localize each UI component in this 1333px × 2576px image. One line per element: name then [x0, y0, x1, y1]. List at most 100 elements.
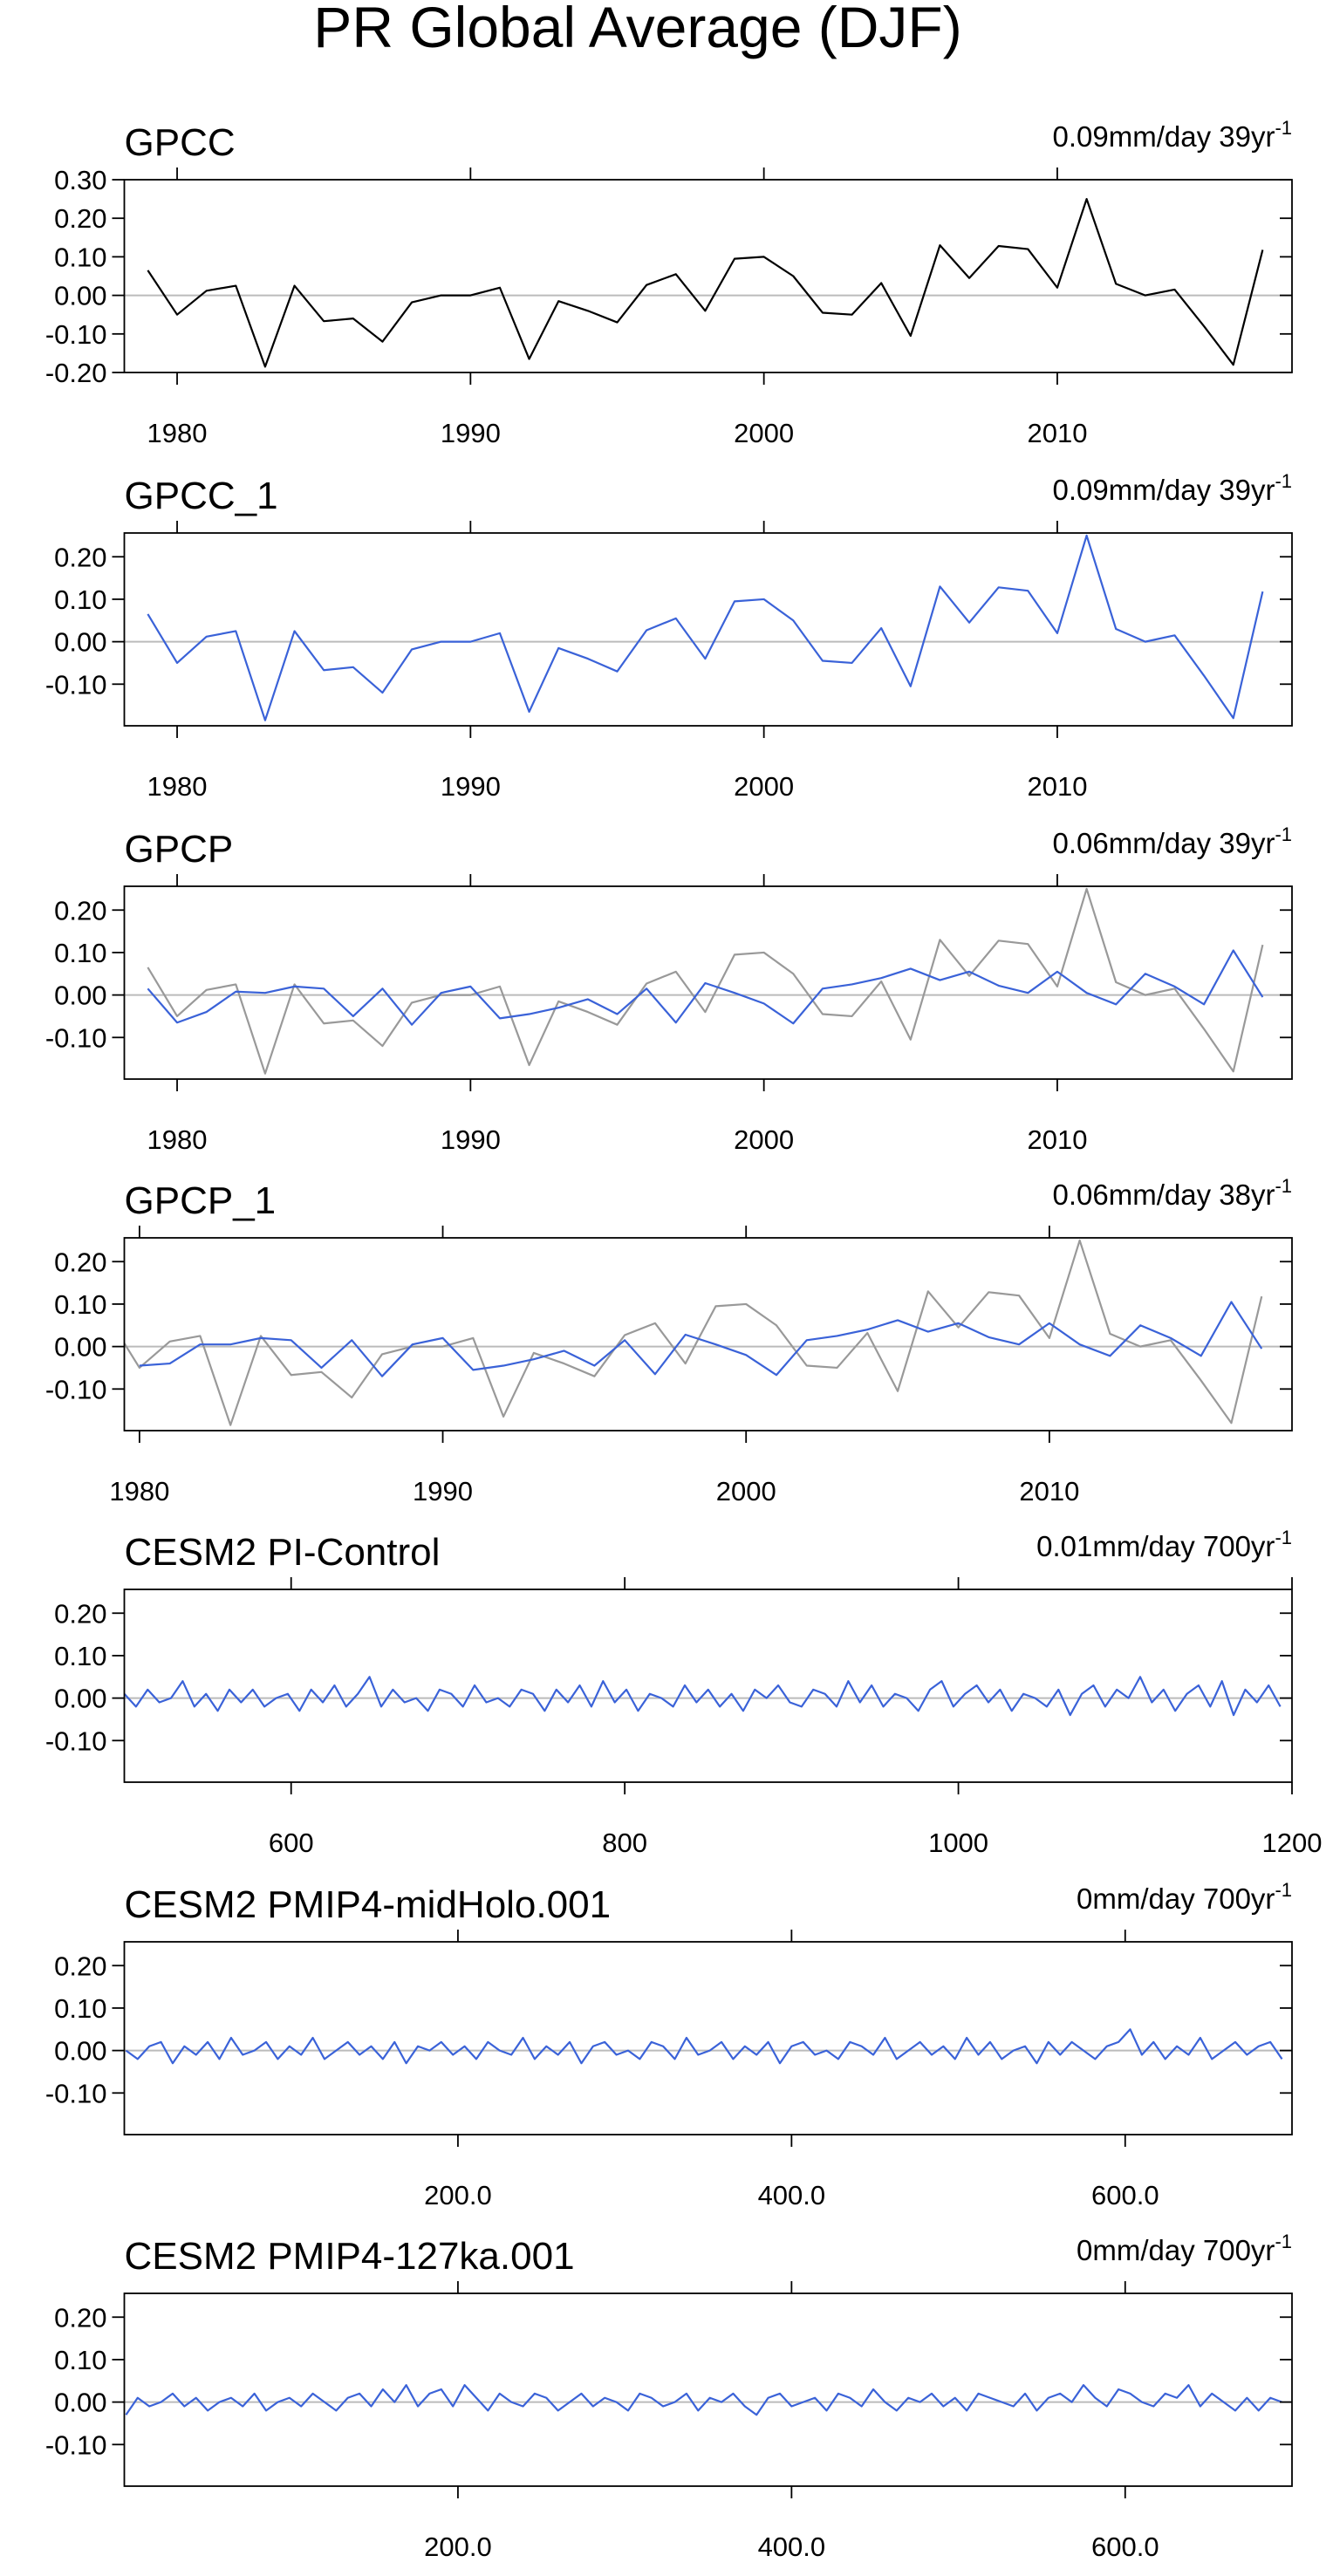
y-tick-label: -0.10 [45, 1022, 107, 1053]
y-tick-label: 0.20 [54, 2302, 106, 2333]
y-tick-label: 0.10 [54, 1993, 106, 2024]
trend-text: 0mm/day 700yr [1077, 2234, 1275, 2266]
y-tick-label: -0.10 [45, 1374, 107, 1404]
panel: GPCP 0.06mm/day 39yr-1 0.20 0.10 0.00 -0.10 19… [45, 823, 1293, 1155]
trend-superscript: -1 [1275, 823, 1292, 845]
x-tick-label: 600 [269, 1828, 314, 1858]
x-tick-label: 1990 [441, 1124, 501, 1155]
x-tick-label: 600.0 [1091, 2180, 1159, 2210]
y-tick-label: -0.10 [45, 669, 107, 700]
trend-superscript: -1 [1275, 1527, 1292, 1548]
panel-title: GPCP [125, 828, 234, 871]
panel: GPCP_1 0.06mm/day 38yr-1 0.20 0.10 0.00 -0.10… [45, 1175, 1293, 1507]
y-tick-label: 0.20 [54, 895, 106, 926]
panel-title: CESM2 PMIP4-midHolo.001 [125, 1883, 612, 1926]
y-tick-label: -0.20 [45, 358, 107, 388]
panel: CESM2 PI-Control 0.01mm/day 700yr-1 0.20 0.… [45, 1527, 1323, 1858]
x-tick-label: 1980 [147, 418, 208, 448]
data-line [147, 949, 1264, 1026]
x-tick-label: 2000 [734, 771, 794, 802]
x-tick-label: 2010 [1027, 1124, 1087, 1155]
data-line [125, 2028, 1283, 2065]
y-tick-label: 0.10 [54, 2345, 106, 2375]
trend-label: 0.09mm/day 39yr-1 [1052, 470, 1292, 506]
chart-title: PR Global Average (DJF) [313, 0, 961, 59]
y-tick-label: 0.20 [54, 1951, 106, 1981]
trend-superscript: -1 [1275, 470, 1292, 492]
x-tick-label: 1200 [1262, 1828, 1323, 1858]
panel: GPCC 0.09mm/day 39yr-1 0.30 0.20 0.10 0.00 -0.… [45, 117, 1293, 448]
x-tick-label: 600.0 [1091, 2532, 1159, 2562]
y-tick-label: 0.00 [54, 2036, 106, 2067]
y-tick-label: 0.00 [54, 281, 106, 311]
panel-title: GPCP_1 [125, 1179, 277, 1222]
trend-text: 0.09mm/day 39yr [1052, 474, 1275, 506]
x-tick-label: 200.0 [424, 2180, 492, 2210]
data-line [125, 2384, 1282, 2416]
y-tick-label: 0.00 [54, 2388, 106, 2418]
plot-frame [123, 1589, 1293, 1783]
y-tick-label: -0.10 [45, 319, 107, 350]
y-tick-label: 0.30 [54, 165, 106, 195]
trend-label: 0.06mm/day 39yr-1 [1052, 823, 1292, 859]
x-tick-label: 2000 [716, 1476, 776, 1507]
x-tick-label: 2010 [1027, 771, 1087, 802]
x-tick-label: 400.0 [758, 2532, 826, 2562]
trend-text: 0.06mm/day 38yr [1052, 1179, 1275, 1211]
y-tick-label: 0.00 [54, 627, 106, 658]
plot-frame [123, 885, 1293, 1080]
panel-title: CESM2 PMIP4-127ka.001 [125, 2235, 575, 2278]
panel: CESM2 PMIP4-midHolo.001 0mm/day 700yr-1 0.… [45, 1879, 1293, 2210]
data-line [139, 1301, 1263, 1377]
x-tick-label: 800 [602, 1828, 647, 1858]
plot-frame [123, 1237, 1293, 1431]
x-tick-label: 1980 [147, 1124, 208, 1155]
panel-title: GPCC_1 [125, 475, 278, 517]
panel: CESM2 PMIP4-127ka.001 0mm/day 700yr-1 0.20… [45, 2231, 1293, 2562]
panel: GPCC_1 0.09mm/day 39yr-1 0.20 0.10 0.00 -0.10… [45, 470, 1293, 802]
trend-text: 0.06mm/day 39yr [1052, 827, 1275, 859]
x-tick-label: 2010 [1027, 418, 1087, 448]
trend-label: 0.01mm/day 700yr-1 [1036, 1527, 1292, 1562]
y-tick-label: 0.10 [54, 584, 106, 615]
x-tick-label: 1990 [441, 771, 501, 802]
y-tick-label: 0.20 [54, 1598, 106, 1629]
y-tick-label: 0.00 [54, 981, 106, 1011]
panel-title: CESM2 PI-Control [125, 1531, 441, 1574]
trend-superscript: -1 [1275, 2231, 1292, 2252]
x-tick-label: 2000 [734, 1124, 794, 1155]
x-tick-label: 1990 [441, 418, 501, 448]
trend-superscript: -1 [1275, 1879, 1292, 1901]
plot-frame [123, 1941, 1293, 2135]
trend-label: 0mm/day 700yr-1 [1077, 2231, 1292, 2266]
trend-label: 0mm/day 700yr-1 [1077, 1879, 1292, 1915]
x-tick-label: 2010 [1019, 1476, 1079, 1507]
y-tick-label: -0.10 [45, 2429, 107, 2460]
y-tick-label: 0.20 [54, 542, 106, 572]
x-tick-label: 1000 [928, 1828, 988, 1858]
y-tick-label: 0.20 [54, 203, 106, 234]
plot-frame [123, 179, 1293, 373]
y-tick-label: 0.10 [54, 938, 106, 968]
data-line [147, 198, 1264, 368]
trend-superscript: -1 [1275, 117, 1292, 139]
x-tick-label: 2000 [734, 418, 794, 448]
trend-text: 0.01mm/day 700yr [1036, 1530, 1275, 1562]
x-tick-label: 1990 [413, 1476, 473, 1507]
trend-label: 0.06mm/day 38yr-1 [1052, 1175, 1292, 1211]
y-tick-label: 0.10 [54, 242, 106, 272]
trend-label: 0.09mm/day 39yr-1 [1052, 117, 1292, 153]
trend-text: 0.09mm/day 39yr [1052, 120, 1275, 153]
x-tick-label: 200.0 [424, 2532, 492, 2562]
plot-frame [123, 2292, 1293, 2487]
y-tick-label: 0.00 [54, 1684, 106, 1714]
data-line [124, 1239, 1263, 1426]
x-tick-label: 1980 [109, 1476, 169, 1507]
data-line [124, 1676, 1282, 1717]
x-tick-label: 400.0 [758, 2180, 826, 2210]
trend-superscript: -1 [1275, 1175, 1292, 1197]
data-line [147, 534, 1264, 721]
y-tick-label: 0.00 [54, 1332, 106, 1363]
